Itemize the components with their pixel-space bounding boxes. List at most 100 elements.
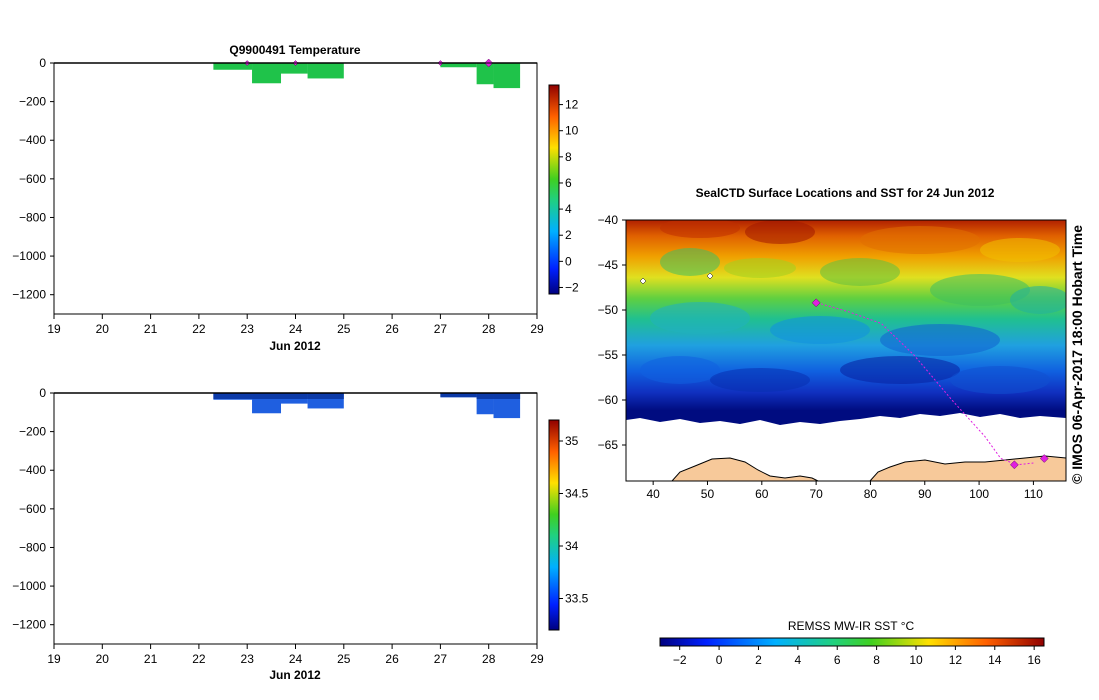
colorbar-tick-label: 6	[565, 176, 572, 190]
sst-map-panel: SealCTD Surface Locations and SST for 24…	[598, 186, 1085, 501]
sst-eddy	[930, 274, 1030, 306]
lon-tick-label: 60	[755, 487, 769, 501]
sst-eddy	[840, 356, 960, 384]
x-tick-label: 26	[385, 652, 399, 666]
temperature-colorbar	[548, 84, 560, 295]
y-tick-label: −400	[19, 133, 46, 147]
sst-colorbar-tick-label: 0	[716, 653, 723, 667]
x-tick-label: 28	[482, 652, 496, 666]
sst-eddy	[724, 258, 796, 278]
colorbar-tick-label: 34.5	[565, 487, 589, 501]
x-tick-label: 21	[144, 652, 158, 666]
colorbar-tick-label: 0	[565, 254, 572, 268]
x-tick-label: 22	[192, 652, 206, 666]
salinity-profile-top	[440, 393, 477, 398]
lon-tick-label: 110	[1024, 487, 1043, 501]
temperature-profile-bar	[307, 63, 344, 79]
sst-colorbar-tick-label: −2	[673, 653, 687, 667]
x-tick-label: 25	[337, 322, 351, 336]
temperature-x-label: Jun 2012	[269, 339, 321, 353]
lat-tick-label: −60	[598, 393, 619, 407]
surface-location-marker	[811, 298, 821, 308]
seal-track	[817, 302, 1034, 466]
sst-eddy	[950, 366, 1050, 394]
x-tick-label: 19	[47, 652, 61, 666]
sst-colorbar-label: REMSS MW-IR SST °C	[788, 619, 915, 633]
salinity-profile-bars	[54, 392, 537, 419]
y-tick-label: −1000	[12, 579, 46, 593]
sst-eddy	[710, 368, 810, 392]
lat-tick-label: −65	[598, 438, 619, 452]
salinity-profile-top	[307, 393, 344, 399]
salinity-colorbar	[548, 419, 560, 631]
colorbar-tick-label: −2	[565, 280, 579, 294]
y-tick-label: 0	[39, 386, 46, 400]
colorbar-tick-label: 2	[565, 228, 572, 242]
map-latitude-axis: −40 −45 −50 −55 −60 −65	[598, 213, 626, 452]
x-tick-label: 20	[96, 322, 110, 336]
lat-tick-label: −50	[598, 303, 619, 317]
map-title: SealCTD Surface Locations and SST for 24…	[696, 186, 995, 200]
island-markers	[639, 272, 714, 285]
salinity-profile-top	[252, 393, 282, 399]
x-tick-label: 29	[530, 322, 544, 336]
salinity-panel: 0 −200 −400 −600 −800 −1000 −1200 19 20 21 22 23 24…	[12, 386, 588, 682]
lon-tick-label: 80	[864, 487, 878, 501]
sst-eddy	[660, 248, 720, 276]
lon-tick-label: 50	[701, 487, 715, 501]
temperature-profile-bars	[54, 62, 537, 89]
salinity-profile-top	[476, 393, 494, 399]
sst-eddy	[650, 302, 750, 334]
temperature-profile-bar	[440, 63, 477, 68]
sst-colorbar-ticks: −2 0 2 4 6 8 10 12 14 16	[673, 646, 1041, 667]
x-tick-label: 27	[434, 652, 448, 666]
x-tick-label: 24	[289, 652, 303, 666]
x-tick-label: 26	[385, 322, 399, 336]
salinity-profile-top	[493, 393, 521, 399]
copyright-text: © IMOS 06-Apr-2017 18:00 Hobart Time	[1069, 225, 1085, 484]
x-tick-label: 25	[337, 652, 351, 666]
surface-location-marker	[1010, 460, 1019, 470]
colorbar-tick-label: 8	[565, 150, 572, 164]
y-tick-label: −800	[19, 210, 46, 224]
lat-tick-label: −55	[598, 348, 619, 362]
sst-eddy	[745, 220, 815, 244]
sst-colorbar-tick-label: 4	[795, 653, 802, 667]
temperature-profile-bar	[493, 63, 521, 89]
colorbar-tick-label: 10	[565, 124, 579, 138]
x-tick-label: 23	[241, 322, 255, 336]
sst-colorbar-tick-label: 14	[988, 653, 1002, 667]
sst-eddy	[640, 356, 720, 384]
salinity-x-label: Jun 2012	[269, 668, 321, 682]
y-tick-label: −200	[19, 95, 46, 109]
salinity-x-axis: 19 20 21 22 23 24 25 26 27 28 29	[47, 644, 544, 666]
x-tick-label: 29	[530, 652, 544, 666]
sst-eddies	[640, 220, 1066, 394]
surface-location-marker	[1039, 454, 1049, 463]
sst-colorbar-tick-label: 6	[834, 653, 841, 667]
y-tick-label: −1200	[12, 288, 46, 302]
colorbar-tick-label: 4	[565, 202, 572, 216]
sst-colorbar-tick-label: 12	[949, 653, 963, 667]
y-tick-label: −1200	[12, 618, 46, 632]
antarctic-land-east	[869, 455, 1066, 481]
sst-colorbar-tick-label: 2	[755, 653, 762, 667]
sst-eddy	[860, 226, 980, 254]
x-tick-label: 21	[144, 322, 158, 336]
salinity-profile-top	[213, 393, 253, 399]
colorbar-tick-label: 33.5	[565, 592, 589, 606]
x-tick-label: 20	[96, 652, 110, 666]
lat-tick-label: −40	[598, 213, 619, 227]
x-tick-label: 19	[47, 322, 61, 336]
sst-eddy	[880, 324, 1000, 356]
sst-eddy	[770, 316, 870, 344]
sst-colorbar-tick-label: 10	[909, 653, 923, 667]
lat-tick-label: −45	[598, 258, 619, 272]
sst-colorbar-group: REMSS MW-IR SST °C −2 0 2 4 6 8 10 12 14 16	[659, 619, 1045, 667]
x-tick-label: 22	[192, 322, 206, 336]
x-tick-label: 23	[241, 652, 255, 666]
lon-tick-label: 40	[646, 487, 660, 501]
temperature-profile-bar	[281, 63, 308, 74]
colorbar-tick-label: 35	[565, 434, 579, 448]
